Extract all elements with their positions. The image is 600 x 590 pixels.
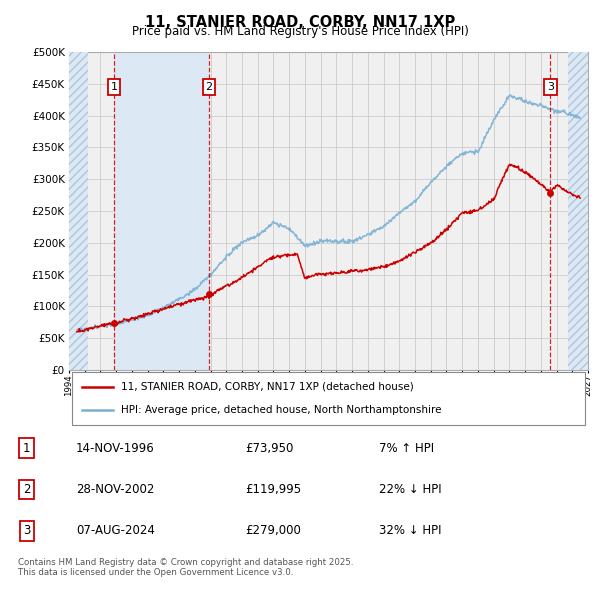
Polygon shape — [69, 52, 88, 370]
Text: 1: 1 — [23, 442, 30, 455]
Text: Contains HM Land Registry data © Crown copyright and database right 2025.
This d: Contains HM Land Registry data © Crown c… — [18, 558, 353, 577]
Text: 22% ↓ HPI: 22% ↓ HPI — [379, 483, 441, 496]
Text: £279,000: £279,000 — [245, 525, 301, 537]
Text: 14-NOV-1996: 14-NOV-1996 — [76, 442, 155, 455]
Text: 7% ↑ HPI: 7% ↑ HPI — [379, 442, 434, 455]
Text: 3: 3 — [23, 525, 30, 537]
Text: 2: 2 — [206, 82, 212, 92]
Polygon shape — [568, 52, 588, 370]
Text: 07-AUG-2024: 07-AUG-2024 — [76, 525, 155, 537]
Text: Price paid vs. HM Land Registry's House Price Index (HPI): Price paid vs. HM Land Registry's House … — [131, 25, 469, 38]
FancyBboxPatch shape — [71, 372, 586, 425]
Text: 2: 2 — [23, 483, 30, 496]
Text: 1: 1 — [110, 82, 118, 92]
Text: £73,950: £73,950 — [245, 442, 293, 455]
Text: 28-NOV-2002: 28-NOV-2002 — [76, 483, 154, 496]
Text: 11, STANIER ROAD, CORBY, NN17 1XP: 11, STANIER ROAD, CORBY, NN17 1XP — [145, 15, 455, 30]
Text: 32% ↓ HPI: 32% ↓ HPI — [379, 525, 441, 537]
Text: HPI: Average price, detached house, North Northamptonshire: HPI: Average price, detached house, Nort… — [121, 405, 442, 415]
Bar — [114, 52, 209, 370]
Text: 11, STANIER ROAD, CORBY, NN17 1XP (detached house): 11, STANIER ROAD, CORBY, NN17 1XP (detac… — [121, 382, 413, 392]
Text: £119,995: £119,995 — [245, 483, 301, 496]
Text: 3: 3 — [547, 82, 554, 92]
